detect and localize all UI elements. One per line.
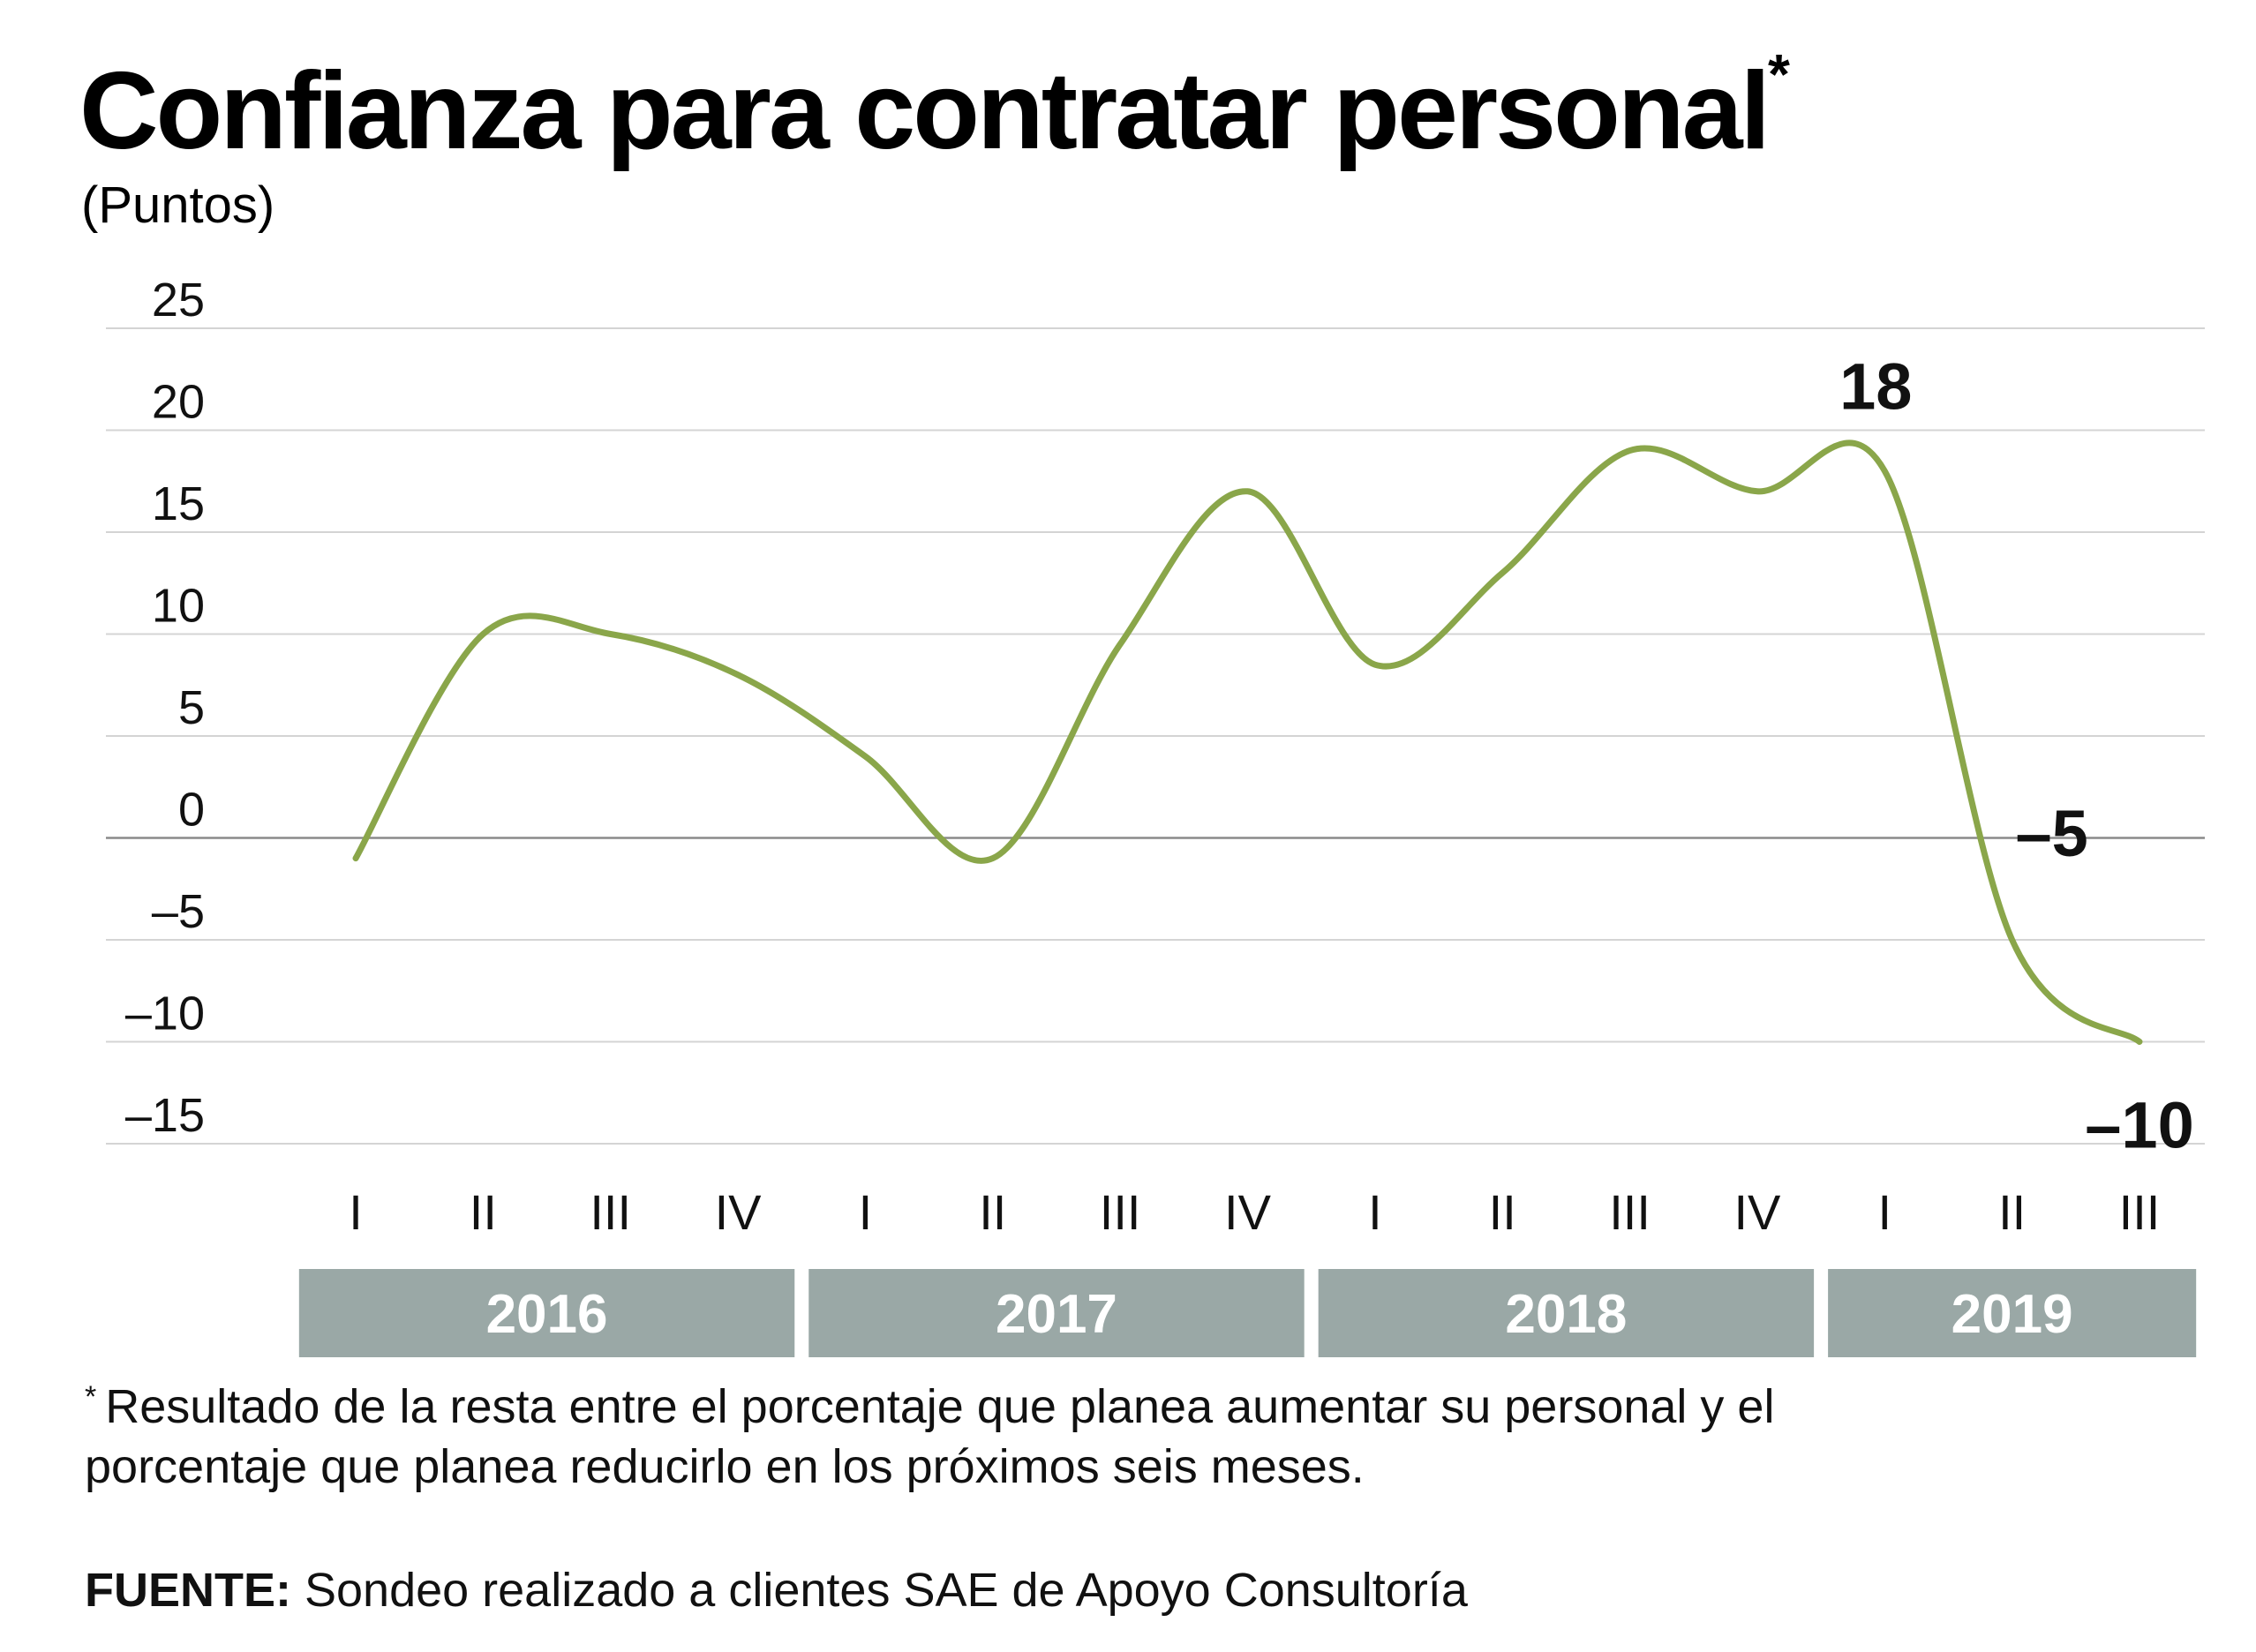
year-bands: 2016 2017 2018 2019: [298, 1269, 2197, 1357]
chart-subtitle: (Puntos): [81, 176, 274, 234]
y-axis: 25 20 15 10 5 0 –5 –10 –15: [125, 274, 205, 1142]
chart-title: Confianza para contratar personal*: [79, 42, 1790, 172]
series-line: [352, 439, 2143, 1045]
data-label: –5: [2015, 797, 2087, 870]
grid: [106, 327, 2205, 1145]
source-text: Sondeo realizado a clientes SAE de Apoyo…: [291, 1564, 1469, 1617]
y-tick-label: –5: [152, 885, 205, 938]
footnote-line-1: * Resultado de la resta entre el porcenta…: [85, 1380, 1774, 1433]
year-band-label: 2016: [486, 1284, 608, 1345]
data-label: 18: [1839, 350, 1912, 424]
footnote-mark: *: [85, 1380, 96, 1414]
x-tick-label: I: [1878, 1184, 1892, 1240]
x-tick-label: I: [859, 1184, 873, 1240]
source-line: FUENTE: Sondeo realizado a clientes SAE …: [85, 1564, 1469, 1617]
x-tick-label: III: [1100, 1184, 1141, 1240]
footnote-line-2: porcentaje que planea reducirlo en los p…: [85, 1440, 1365, 1493]
y-tick-label: 15: [152, 477, 205, 530]
x-tick-label: I: [1368, 1184, 1382, 1240]
annotations: 18 –5 –10: [1839, 350, 2194, 1162]
x-tick-label: III: [1609, 1184, 1651, 1240]
year-band-label: 2018: [1505, 1284, 1627, 1345]
data-label: –10: [2085, 1089, 2193, 1162]
x-tick-label: I: [349, 1184, 363, 1240]
title-asterisk: *: [1768, 42, 1790, 106]
x-tick-label: IV: [715, 1184, 763, 1240]
year-band-label: 2017: [996, 1284, 1117, 1345]
year-band: [1828, 1269, 2197, 1357]
x-axis: I II III IV I II III IV I II III IV I II III: [349, 1184, 2160, 1240]
y-tick-label: 20: [152, 376, 205, 429]
x-tick-label: III: [2119, 1184, 2161, 1240]
x-tick-label: IV: [1224, 1184, 1272, 1240]
year-band: [808, 1269, 1305, 1357]
x-tick-label: II: [1998, 1184, 2026, 1240]
x-tick-label: III: [590, 1184, 631, 1240]
year-band-label: 2019: [1951, 1284, 2073, 1345]
x-tick-label: IV: [1733, 1184, 1781, 1240]
y-tick-label: 0: [178, 784, 205, 837]
x-tick-label: II: [1489, 1184, 1516, 1240]
y-tick-label: –10: [125, 987, 205, 1040]
y-tick-label: 25: [152, 274, 205, 327]
x-tick-label: II: [470, 1184, 497, 1240]
source-label: FUENTE:: [85, 1564, 291, 1617]
y-tick-label: 10: [152, 580, 205, 633]
y-tick-label: –15: [125, 1089, 205, 1142]
year-band: [1318, 1269, 1815, 1357]
year-band: [298, 1269, 795, 1357]
y-tick-label: 5: [178, 681, 205, 734]
x-tick-label: II: [979, 1184, 1006, 1240]
